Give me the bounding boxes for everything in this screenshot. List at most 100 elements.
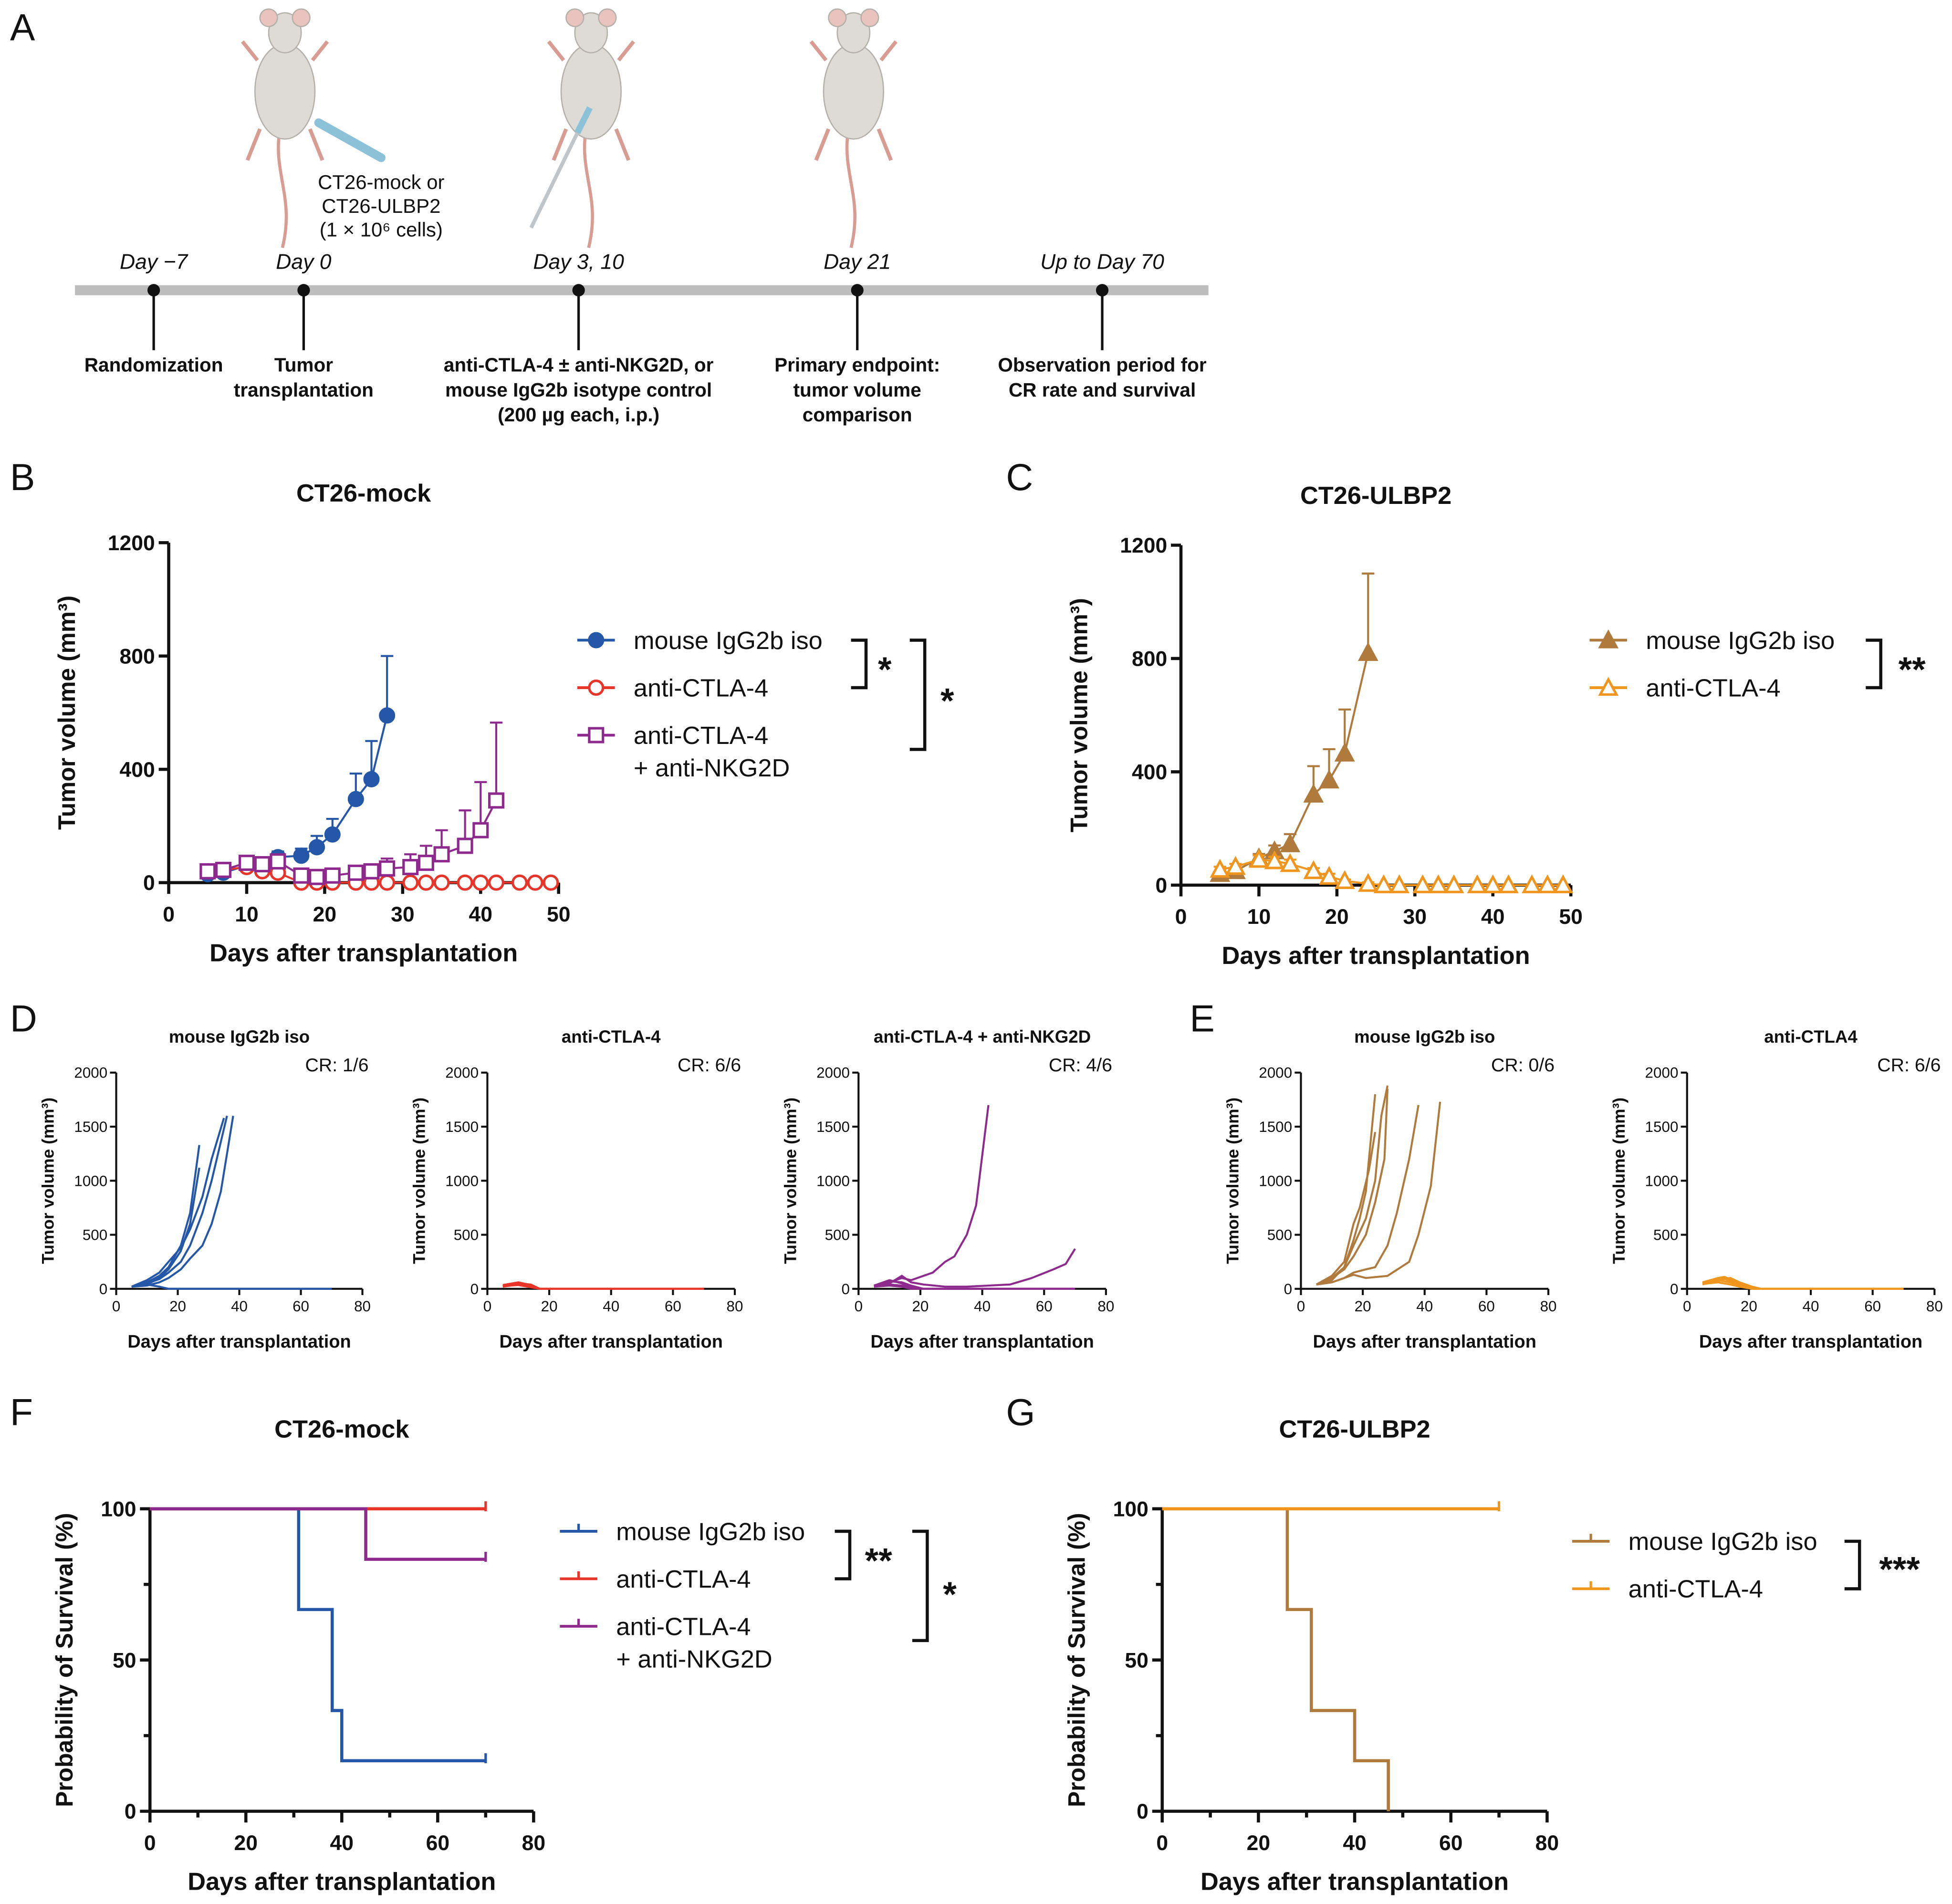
data-point (1225, 856, 1246, 875)
timeline-event: Day 3, 10 anti-CTLA-4 ± anti-NKG2D, or mou… (444, 251, 714, 426)
data-point (1210, 858, 1231, 878)
y-tick-label: 1200 (108, 532, 155, 555)
x-axis-label: Days after transplantation (1699, 1332, 1922, 1352)
mouse-ear (860, 8, 879, 27)
x-tick-label: 0 (1297, 1298, 1305, 1315)
data-point (488, 792, 505, 809)
legend: mouse IgG2b iso anti-CTLA-4 (1572, 1528, 1817, 1603)
legend: mouse IgG2b iso anti-CTLA-4 anti-CTLA-4 + a… (577, 627, 823, 782)
chart-panel-d1: mouse IgG2b iso CR: 1/6 0 500 1000 1500 2000 0 2… (39, 1027, 371, 1352)
significance-bracket (909, 638, 927, 751)
y-tick-label: 800 (119, 645, 155, 668)
legend-item: anti-CTLA-4 (1572, 1576, 1763, 1603)
mouse-growth-line (131, 1283, 332, 1290)
cr-rate-label: CR: 6/6 (678, 1055, 741, 1076)
y-axis-label: Tumor volume (mm³) (39, 1098, 58, 1264)
significance-bracket (1866, 638, 1882, 690)
x-tick-label: 40 (1481, 905, 1505, 929)
y-tick-label: 0 (470, 1281, 479, 1297)
legend-label: + anti-NKG2D (634, 754, 790, 782)
legend-label: mouse IgG2b iso (1646, 627, 1835, 655)
event-day: Day 21 (824, 251, 891, 274)
y-tick-label: 2000 (445, 1065, 479, 1081)
data-point (1598, 677, 1619, 696)
syringe-icon (529, 124, 583, 229)
panel-letter: G (1006, 1391, 1035, 1433)
data-point (293, 867, 310, 884)
mouse-paw (552, 128, 568, 161)
y-tick-label: 0 (842, 1281, 850, 1297)
data-point (1319, 769, 1339, 789)
syringe-barrel-icon (574, 106, 593, 135)
mouse-growth-line (502, 1284, 704, 1290)
data-point (1280, 853, 1301, 872)
chart-panel-g: CT26-ULBP2 0 50 100 0 20 40 60 80 Days after tran… (1063, 1416, 1920, 1896)
x-tick-label: 60 (1864, 1298, 1881, 1315)
x-tick-label: 40 (1803, 1298, 1819, 1315)
mouse-illustration-day3 (547, 8, 635, 248)
x-tick-label: 20 (1741, 1298, 1757, 1315)
data-point (309, 868, 325, 885)
event-label: comparison (803, 404, 912, 426)
timeline-event: Day 0 Tumor transplantation (234, 251, 374, 401)
mouse-ear (259, 8, 278, 27)
panel-letter: F (10, 1391, 33, 1433)
y-tick-label: 0 (143, 871, 155, 895)
chart-panel-d2: anti-CTLA-4 CR: 6/6 0 500 1000 1500 2000 0 20 40 6… (410, 1027, 743, 1352)
x-tick-label: 30 (391, 903, 415, 926)
y-tick-label: 1200 (1120, 534, 1167, 557)
data-point (324, 867, 341, 884)
mouse-growth-line (1315, 1132, 1377, 1286)
data-point (418, 874, 434, 891)
y-axis-label: Probability of Survival (%) (51, 1513, 78, 1807)
survival-curve (1162, 1507, 1390, 1811)
mouse-paw (245, 128, 262, 161)
data-point (402, 858, 419, 876)
legend-label: mouse IgG2b iso (1628, 1528, 1817, 1556)
data-point (363, 863, 380, 879)
data-point (1443, 874, 1464, 893)
mouse-growth-line (131, 1145, 200, 1288)
cell-label: CT26-mock or (318, 171, 444, 193)
x-axis-label: Days after transplantation (500, 1332, 723, 1352)
x-tick-label: 40 (469, 903, 493, 926)
chart-title: anti-CTLA4 (1764, 1027, 1858, 1046)
data-point (511, 874, 528, 891)
legend-item: anti-CTLA-4 (577, 674, 768, 702)
y-axis-label: Tumor volume (mm³) (53, 596, 80, 830)
legend-label: mouse IgG2b iso (634, 627, 823, 655)
x-tick-label: 20 (234, 1831, 258, 1855)
data-point (433, 846, 450, 863)
x-tick-label: 20 (1247, 1831, 1271, 1855)
y-axis-label: Probability of Survival (%) (1063, 1513, 1090, 1807)
x-axis-label: Days after transplantation (1313, 1332, 1536, 1352)
mouse-paw (809, 40, 828, 62)
cr-rate-label: CR: 4/6 (1049, 1055, 1112, 1076)
panel-letter: B (10, 456, 35, 498)
x-tick-label: 10 (235, 903, 259, 926)
mouse-body (823, 43, 884, 140)
data-point (347, 791, 364, 807)
legend-item: anti-CTLA-4 (560, 1566, 751, 1593)
x-tick-label: 30 (1403, 905, 1427, 929)
data-point (1280, 833, 1301, 852)
data-point (457, 874, 473, 891)
cr-rate-label: CR: 6/6 (1877, 1055, 1941, 1076)
legend-item: mouse IgG2b iso (1572, 1528, 1817, 1556)
significance-bracket (1844, 1539, 1861, 1590)
mouse-tail (277, 128, 288, 248)
cell-label: (1 × 10⁶ cells) (320, 219, 443, 241)
y-tick-label: 0 (99, 1281, 107, 1297)
y-axis-label: Tumor volume (mm³) (1610, 1098, 1628, 1264)
x-tick-label: 80 (1535, 1831, 1559, 1855)
y-tick-label: 1000 (1259, 1172, 1292, 1189)
event-dot (851, 284, 864, 297)
data-point (457, 837, 473, 854)
x-axis-label: Days after transplantation (209, 940, 518, 967)
y-axis-label: Tumor volume (mm³) (1224, 1098, 1242, 1264)
mouse-growth-line (131, 1115, 228, 1288)
data-point (1373, 874, 1394, 893)
y-tick-label: 0 (1155, 874, 1167, 897)
mouse-body (560, 43, 622, 140)
data-point (363, 771, 380, 787)
